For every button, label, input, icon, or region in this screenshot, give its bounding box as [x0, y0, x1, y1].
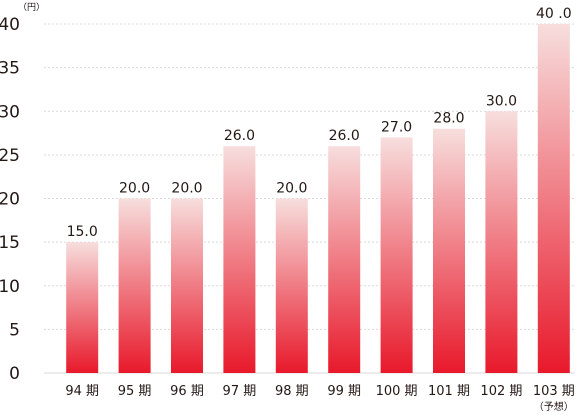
bar-value-label: 30.0 — [486, 93, 517, 109]
y-tick-label: 0 — [9, 364, 20, 384]
bar-value-label: 20.0 — [171, 181, 202, 197]
x-tick-label: 103 期 — [533, 384, 575, 399]
y-axis-ticks: 0 5 10 15 20 25 30 35 40 — [0, 15, 20, 384]
bar-value-label: 20.0 — [276, 181, 307, 197]
x-tick-label: 100 期 — [376, 384, 418, 399]
x-tick-label: 96 期 — [170, 384, 204, 399]
x-tick-label: 94 期 — [65, 384, 99, 399]
x-axis-ticks: 94 期 95 期 96 期 97 期 98 期 99 期 100 期 101 期 102 期 1… — [65, 384, 574, 413]
bar — [537, 24, 570, 373]
y-tick-label: 30 — [0, 102, 20, 122]
bar-value-label: 27.0 — [381, 119, 412, 135]
bar-value-label: 26.0 — [329, 128, 360, 144]
x-tick-label: 95 期 — [118, 384, 152, 399]
y-tick-label: 25 — [0, 146, 20, 166]
bar — [485, 111, 518, 373]
bar — [171, 198, 203, 373]
x-tick-note: （予想） — [534, 400, 574, 413]
value-labels: 15.0 20.0 20.0 26.0 20.0 26.0 27.0 28.0 30.0 40 .… — [67, 6, 572, 240]
x-tick-label: 102 期 — [480, 384, 522, 399]
x-tick-label: 99 期 — [327, 384, 361, 399]
bar — [380, 137, 413, 373]
bar-value-label: 28.0 — [433, 111, 464, 127]
x-tick-label: 98 期 — [275, 384, 309, 399]
bar-value-label: 26.0 — [224, 128, 255, 144]
bar — [433, 128, 465, 373]
bar-value-label: 20.0 — [119, 181, 150, 197]
bar — [223, 146, 256, 373]
y-tick-label: 35 — [0, 59, 20, 79]
bar — [66, 242, 99, 373]
bar — [118, 198, 151, 373]
x-tick-label: 101 期 — [428, 384, 470, 399]
bar-value-label: 15.0 — [67, 224, 98, 240]
y-tick-label: 40 — [0, 15, 20, 35]
bar — [275, 198, 308, 373]
y-tick-label: 10 — [0, 277, 20, 297]
y-tick-label: 15 — [0, 233, 20, 253]
y-axis-unit-label: （円） — [18, 2, 45, 13]
bar — [328, 146, 361, 373]
bars — [66, 24, 570, 373]
y-tick-label: 5 — [9, 320, 20, 340]
x-tick-label: 97 期 — [223, 384, 257, 399]
y-tick-label: 20 — [0, 190, 20, 210]
bar-value-label: 40 .0 — [536, 6, 572, 22]
